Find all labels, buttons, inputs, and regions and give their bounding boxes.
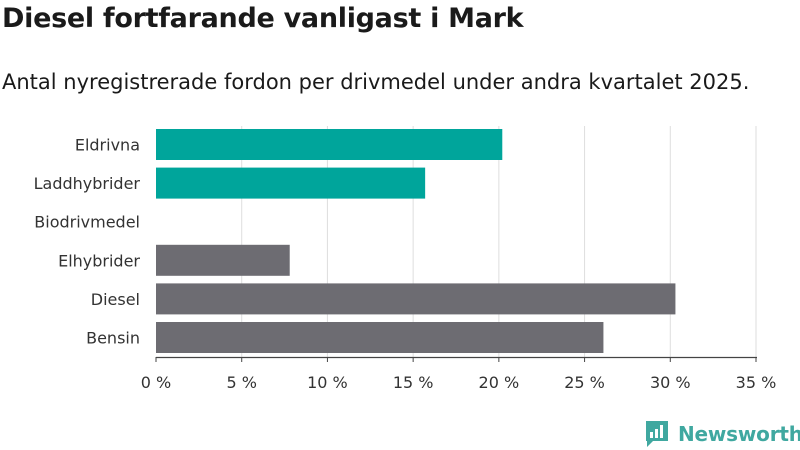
x-tick-label: 30 % [650, 373, 691, 392]
newsworthy-logo-icon [646, 421, 668, 447]
category-label: Bensin [86, 329, 140, 348]
x-tick-label: 20 % [479, 373, 520, 392]
x-tick-label: 25 % [564, 373, 605, 392]
chart-subtitle: Antal nyregistrerade fordon per drivmede… [2, 70, 750, 94]
category-label: Laddhybrider [34, 174, 141, 193]
newsworthy-logo-text: Newsworthy [678, 422, 800, 446]
bar-eldrivna [156, 129, 503, 160]
bar-laddhybrider [156, 167, 426, 199]
category-label: Diesel [91, 290, 140, 309]
bar-elhybrider [156, 244, 290, 276]
newsworthy-logo: Newsworthy [644, 420, 800, 448]
x-tick-label: 0 % [141, 373, 171, 392]
x-tick-label: 15 % [393, 373, 434, 392]
x-tick-label: 10 % [307, 373, 348, 392]
category-label: Biodrivmedel [34, 213, 140, 232]
bar-diesel [156, 283, 676, 315]
category-label: Eldrivna [75, 136, 140, 155]
bar-bensin [156, 322, 604, 353]
category-label: Elhybrider [58, 251, 140, 270]
x-tick-label: 5 % [226, 373, 256, 392]
chart-title: Diesel fortfarande vanligast i Mark [2, 3, 524, 34]
x-tick-label: 35 % [736, 373, 777, 392]
